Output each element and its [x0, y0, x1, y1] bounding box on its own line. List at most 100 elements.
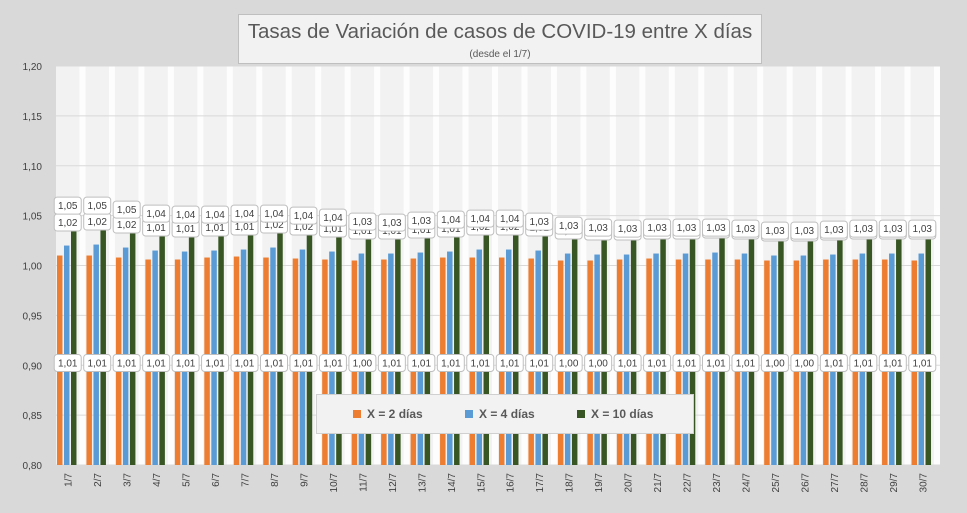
- data-label-10-dias: 1,03: [883, 224, 903, 235]
- data-label-2-dias-box: [289, 354, 318, 372]
- y-tick-label: 1,00: [23, 262, 43, 273]
- data-label-2-dias-box: [672, 354, 701, 372]
- data-label-2-dias: 1,01: [471, 359, 491, 370]
- x-tick-label: 4/7: [152, 473, 163, 487]
- data-label-10-dias: 1,03: [529, 217, 549, 228]
- chart-title: Tasas de Variación de casos de COVID-19 …: [247, 20, 753, 43]
- data-label-2-dias: 1,01: [647, 359, 667, 370]
- data-label-10-dias-box: [53, 196, 82, 215]
- data-label-4-dias: 1,01: [353, 226, 373, 237]
- x-tick-label: 20/7: [624, 473, 635, 493]
- data-label-10-dias: 1,03: [353, 217, 373, 228]
- data-label-10-dias-box: [230, 204, 259, 223]
- data-label-2-dias: 1,00: [588, 359, 608, 370]
- x-tick-label: 8/7: [270, 473, 281, 487]
- data-label-2-dias-box: [201, 354, 230, 372]
- data-label-2-dias: 1,01: [677, 359, 697, 370]
- bar: [218, 224, 224, 465]
- data-label-10-dias: 1,03: [736, 224, 756, 235]
- bar: [571, 235, 578, 465]
- data-label-10-dias: 1,04: [264, 209, 284, 220]
- data-label-10-dias: 1,03: [913, 224, 933, 235]
- x-tick-label: 6/7: [211, 473, 222, 487]
- data-label-10-dias: 1,04: [176, 210, 196, 221]
- data-label-10-dias: 1,03: [795, 226, 815, 237]
- data-label-10-dias: 1,04: [294, 211, 314, 222]
- data-label-2-dias: 1,01: [58, 359, 78, 370]
- data-label-2-dias: 1,01: [146, 359, 166, 370]
- data-label-4-dias: 1,02: [87, 217, 107, 228]
- legend-swatch-10-dias: [577, 410, 585, 418]
- bar: [424, 230, 431, 465]
- data-label-4-dias: 1,02: [117, 220, 137, 231]
- bar: [129, 219, 136, 465]
- data-label-2-dias: 1,01: [205, 359, 225, 370]
- x-tick-label: 29/7: [889, 473, 900, 493]
- legend-label-10-dias: X = 10 días: [591, 407, 654, 421]
- legend-swatch-2-dias: [353, 410, 361, 418]
- bar: [395, 232, 401, 465]
- data-label-2-dias-box: [819, 354, 848, 372]
- bar: [719, 237, 725, 465]
- data-label-4-dias: 1,02: [58, 218, 78, 229]
- data-label-10-dias-box: [584, 218, 613, 237]
- data-label-2-dias-box: [702, 354, 730, 372]
- data-label-2-dias: 1,00: [765, 359, 785, 370]
- data-label-2-dias-box: [554, 354, 583, 372]
- bar: [925, 238, 932, 465]
- data-label-2-dias: 1,01: [736, 359, 756, 370]
- legend-label-2-dias: X = 2 días: [367, 407, 423, 421]
- legend-item-10-dias: X = 10 días: [577, 407, 653, 421]
- x-tick-label: 9/7: [299, 473, 310, 487]
- bar: [601, 237, 607, 465]
- bar: [896, 238, 902, 465]
- data-label-10-dias: 1,04: [441, 215, 461, 226]
- data-label-2-dias-box: [495, 354, 524, 372]
- bar: [660, 237, 666, 465]
- data-label-10-dias: 1,03: [706, 223, 726, 234]
- bar: [866, 238, 873, 465]
- x-tick-label: 19/7: [594, 473, 605, 493]
- data-label-10-dias: 1,03: [677, 223, 697, 234]
- data-label-10-dias: 1,03: [412, 216, 432, 227]
- data-label-2-dias-box: [584, 354, 613, 372]
- data-label-2-dias: 1,01: [883, 359, 903, 370]
- data-label-10-dias-box: [466, 209, 495, 228]
- x-tick-label: 24/7: [741, 473, 752, 493]
- y-tick-label: 0,90: [23, 361, 43, 372]
- data-label-2-dias-box: [731, 354, 760, 372]
- data-label-10-dias-box: [731, 219, 760, 238]
- bar: [778, 240, 784, 465]
- data-label-2-dias: 1,01: [441, 359, 461, 370]
- bar: [365, 231, 372, 465]
- data-label-10-dias-box: [289, 206, 318, 225]
- data-label-10-dias-box: [643, 218, 672, 237]
- x-tick-label: 27/7: [830, 473, 841, 493]
- data-label-10-dias: 1,03: [618, 224, 638, 235]
- legend-item-4-dias: X = 4 días: [465, 407, 535, 421]
- data-label-2-dias-box: [171, 354, 200, 372]
- data-label-10-dias: 1,04: [323, 213, 343, 224]
- data-label-2-dias: 1,01: [176, 359, 196, 370]
- legend: X = 2 días X = 4 días X = 10 días: [316, 394, 694, 434]
- data-label-2-dias-box: [377, 354, 406, 372]
- bar: [837, 239, 843, 465]
- x-tick-label: 2/7: [93, 473, 104, 487]
- data-label-2-dias: 1,01: [529, 359, 549, 370]
- bar: [689, 237, 696, 465]
- data-label-10-dias: 1,04: [471, 214, 491, 225]
- y-tick-label: 1,15: [23, 112, 43, 123]
- bar: [542, 231, 548, 465]
- data-label-10-dias-box: [525, 212, 554, 231]
- data-label-2-dias: 1,01: [706, 359, 726, 370]
- x-tick-label: 7/7: [241, 473, 252, 487]
- data-label-10-dias-box: [672, 218, 701, 237]
- data-label-2-dias-box: [525, 354, 554, 372]
- data-label-2-dias-box: [348, 354, 377, 372]
- x-tick-label: 1/7: [64, 473, 75, 487]
- data-label-2-dias-box: [849, 354, 878, 372]
- data-label-10-dias: 1,03: [559, 221, 579, 232]
- data-label-2-dias: 1,01: [618, 359, 638, 370]
- x-tick-label: 28/7: [859, 473, 870, 493]
